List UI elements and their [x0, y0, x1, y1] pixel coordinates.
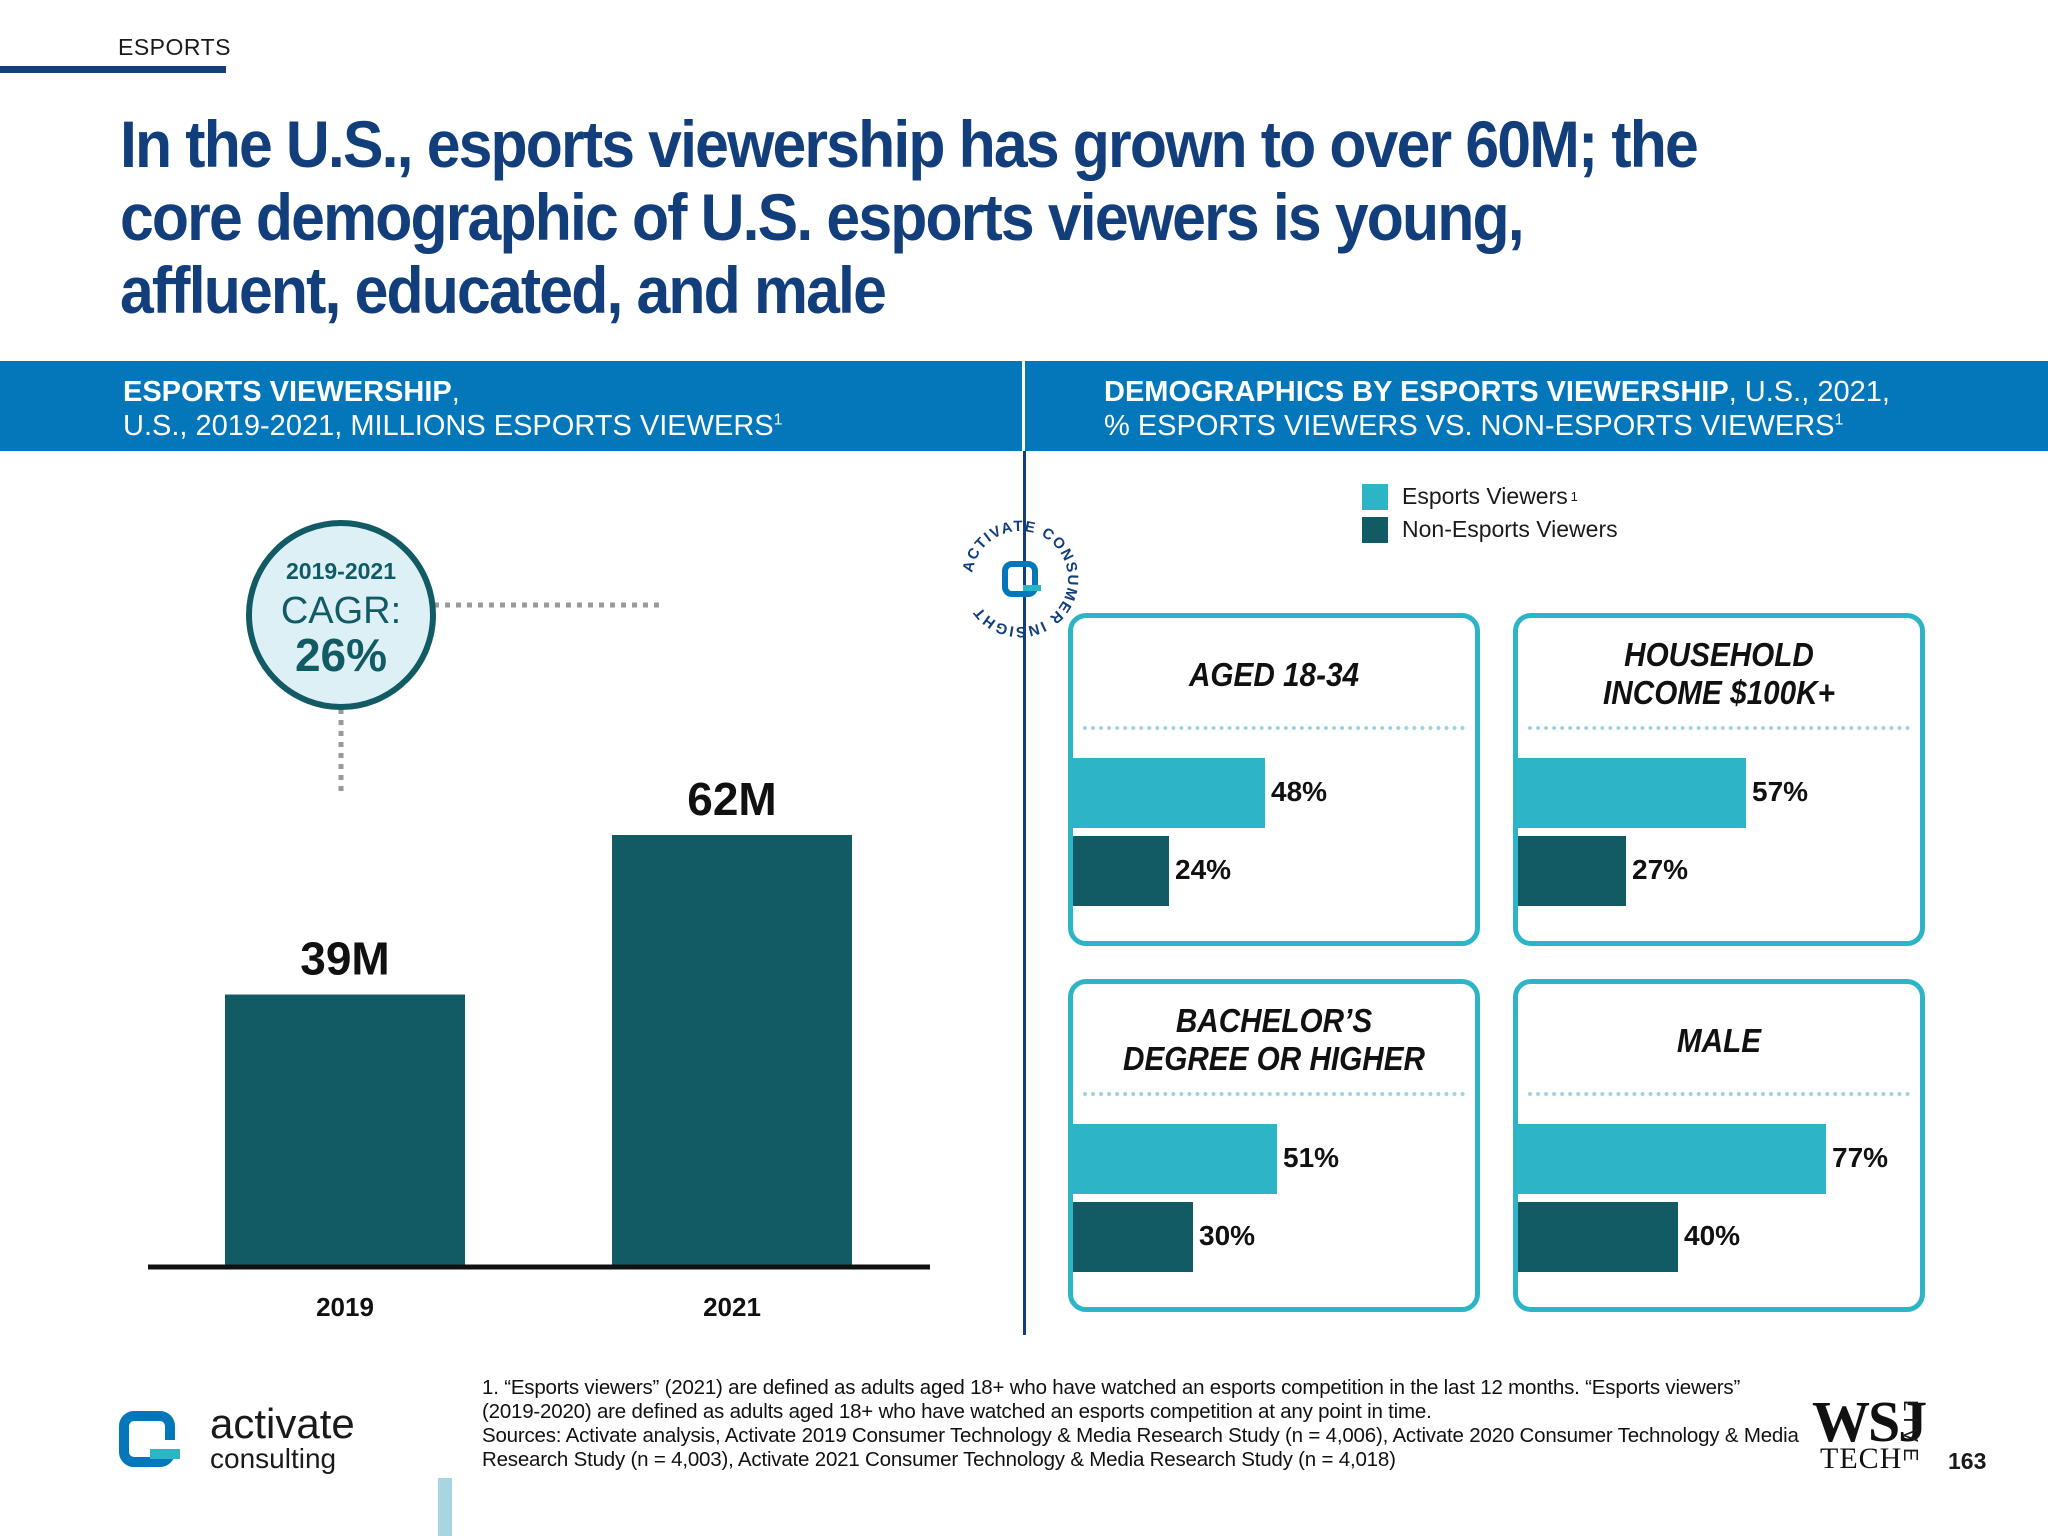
wsj-logo: WSJ [1812, 1389, 1927, 1454]
right-header-sup: 1 [1834, 411, 1844, 429]
left-header-line2: U.S., 2019-2021, MILLIONS ESPORTS VIEWER… [123, 410, 774, 442]
legend-esports: Esports Viewers 1 [1362, 483, 1618, 510]
consumer-insight-badge: ACTIVATE CONSUMER INSIGHT [959, 518, 1081, 640]
bar-esports [1073, 1124, 1277, 1194]
bar-label-esports: 57% [1752, 776, 1809, 807]
activate-logo-icon [119, 1411, 180, 1467]
legend: Esports Viewers 1 Non-Esports Viewers [1362, 483, 1618, 543]
bar-non-esports [1518, 836, 1626, 906]
activate-logo: activate consulting [210, 1400, 355, 1474]
bar-esports [1518, 1124, 1826, 1194]
bar-non-esports [1073, 1202, 1193, 1272]
demographic-panel-3: BACHELOR’S DEGREE OR HIGHER 51% 30% [1068, 979, 1480, 1312]
legend-swatch-esports [1362, 483, 1388, 510]
legend-label-non-esports: Non-Esports Viewers [1402, 516, 1618, 542]
data-label-2019: 39M [300, 933, 389, 985]
cagr-circle [246, 520, 436, 710]
bar-label-non-esports: 40% [1684, 1220, 1741, 1251]
wsj-tech: TECH [1820, 1442, 1903, 1475]
panel-divider [1083, 726, 1465, 730]
activate-mark-icon [1002, 561, 1038, 597]
viewership-bar-2019 [225, 994, 465, 1265]
panel-divider [1083, 1092, 1465, 1096]
left-header-sup: 1 [773, 411, 783, 429]
right-chart-header: DEMOGRAPHICS BY ESPORTS VIEWERSHIP, U.S.… [1104, 375, 1890, 443]
right-header-bold: DEMOGRAPHICS BY ESPORTS VIEWERSHIP [1104, 376, 1729, 408]
bar-label-esports: 48% [1271, 776, 1328, 807]
panel-title: BACHELOR’S DEGREE OR HIGHER [1122, 1002, 1425, 1077]
badge-ring-text: ACTIVATE CONSUMER INSIGHT [959, 518, 1081, 640]
bar-esports [1518, 758, 1746, 828]
bar-label-non-esports: 30% [1199, 1220, 1256, 1251]
band-divider [1022, 361, 1025, 451]
viewership-bar-chart: 39M 2019 62M 2021 2019-2021 CAGR: 26% [148, 520, 930, 1322]
cagr-value: 26% [295, 629, 387, 681]
page-number: 163 [1948, 1448, 1987, 1474]
legend-label-esports: Esports Viewers [1402, 483, 1568, 509]
left-chart-header: ESPORTS VIEWERSHIP, U.S., 2019-2021, MIL… [123, 375, 782, 443]
panel-divider [1528, 726, 1910, 730]
x-tick-label-2021: 2021 [703, 1292, 761, 1322]
bar-esports [1073, 758, 1265, 828]
bar-label-non-esports: 27% [1632, 854, 1689, 885]
cagr-callout: 2019-2021 CAGR: 26% [246, 520, 436, 710]
section-tag: ESPORTS [118, 34, 231, 60]
logo-name: activate [210, 1400, 355, 1447]
footnote-sources: Sources: Activate analysis, Activate 201… [482, 1424, 1799, 1471]
cagr-label: CAGR: [281, 590, 401, 632]
bar-label-esports: 77% [1832, 1142, 1889, 1173]
left-header-rest: , [451, 376, 460, 408]
footer-accent-strip [438, 1478, 452, 1536]
bar-label-esports: 51% [1283, 1142, 1340, 1173]
x-tick-label-2019: 2019 [316, 1292, 374, 1322]
legend-non-esports: Non-Esports Viewers [1362, 516, 1618, 543]
bar-non-esports [1518, 1202, 1678, 1272]
panel-title: MALE [1676, 1022, 1762, 1059]
right-header-line2: % ESPORTS VIEWERS VS. NON-ESPORTS VIEWER… [1104, 410, 1835, 442]
bar-label-non-esports: 24% [1175, 854, 1232, 885]
logo-sub: consulting [210, 1443, 337, 1474]
page-title: In the U.S., esports viewership has grow… [120, 107, 1699, 327]
footnote-definition: 1. “Esports viewers” (2021) are defined … [482, 1376, 1741, 1423]
data-label-2021: 62M [687, 773, 776, 825]
demographic-panel-2: HOUSEHOLD INCOME $100K+ 57% 27% [1513, 613, 1925, 946]
cagr-period: 2019-2021 [286, 558, 396, 584]
demographic-panel-1: AGED 18-34 48% 24% [1068, 613, 1480, 946]
section-rule [0, 66, 226, 73]
left-header-bold: ESPORTS VIEWERSHIP [123, 376, 452, 408]
panel-divider [1528, 1092, 1910, 1096]
panel-title: AGED 18-34 [1188, 656, 1360, 693]
legend-swatch-non-esports [1362, 516, 1388, 543]
demographic-panel-4: MALE 77% 40% [1513, 979, 1925, 1312]
wsj-live: LIVE [1899, 1400, 1921, 1468]
viewership-bar-2021 [612, 835, 852, 1265]
section-divider [1023, 451, 1026, 1335]
bar-non-esports [1073, 836, 1169, 906]
panel-title: HOUSEHOLD INCOME $100K+ [1603, 636, 1835, 711]
footnote: 1. “Esports viewers” (2021) are defined … [482, 1376, 1802, 1472]
right-header-rest: , U.S., 2021, [1728, 376, 1890, 408]
